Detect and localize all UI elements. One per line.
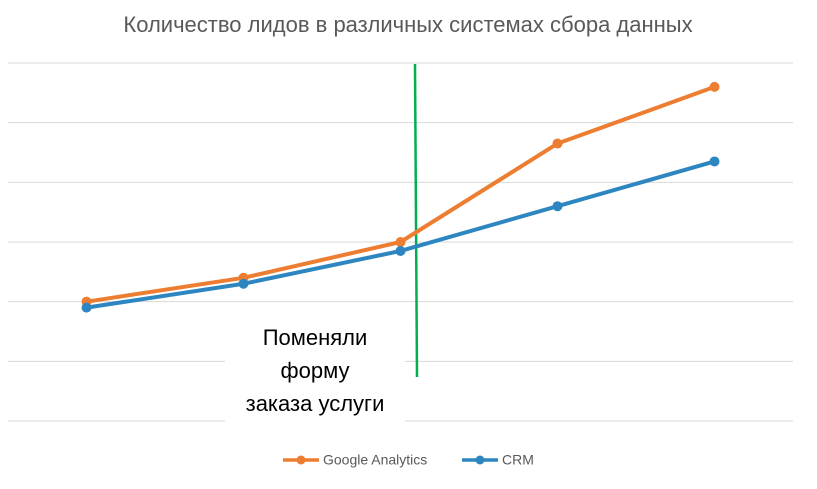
legend-label: CRM xyxy=(502,452,534,468)
data-point xyxy=(395,237,406,247)
chart-title: Количество лидов в различных системах сб… xyxy=(123,12,692,37)
legend-item: CRM xyxy=(462,452,534,468)
data-point xyxy=(395,245,406,256)
data-point xyxy=(81,302,92,313)
annotation-box xyxy=(225,318,405,426)
annotation-text: Поменяли xyxy=(263,325,368,350)
data-point xyxy=(709,81,720,92)
annotation-text: заказа услуги xyxy=(246,391,385,416)
data-point xyxy=(552,138,563,149)
legend-marker xyxy=(475,455,485,465)
change-marker xyxy=(413,63,419,378)
legend-label: Google Analytics xyxy=(323,452,427,468)
data-point xyxy=(238,278,249,289)
series-line xyxy=(86,84,716,304)
legend-item: Google Analytics xyxy=(283,452,427,468)
annotation-text: форму xyxy=(281,358,350,383)
data-point xyxy=(709,156,720,167)
data-point xyxy=(552,201,563,212)
legend-marker xyxy=(296,455,306,465)
